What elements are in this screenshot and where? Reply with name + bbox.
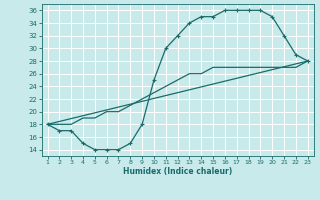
X-axis label: Humidex (Indice chaleur): Humidex (Indice chaleur) [123, 167, 232, 176]
